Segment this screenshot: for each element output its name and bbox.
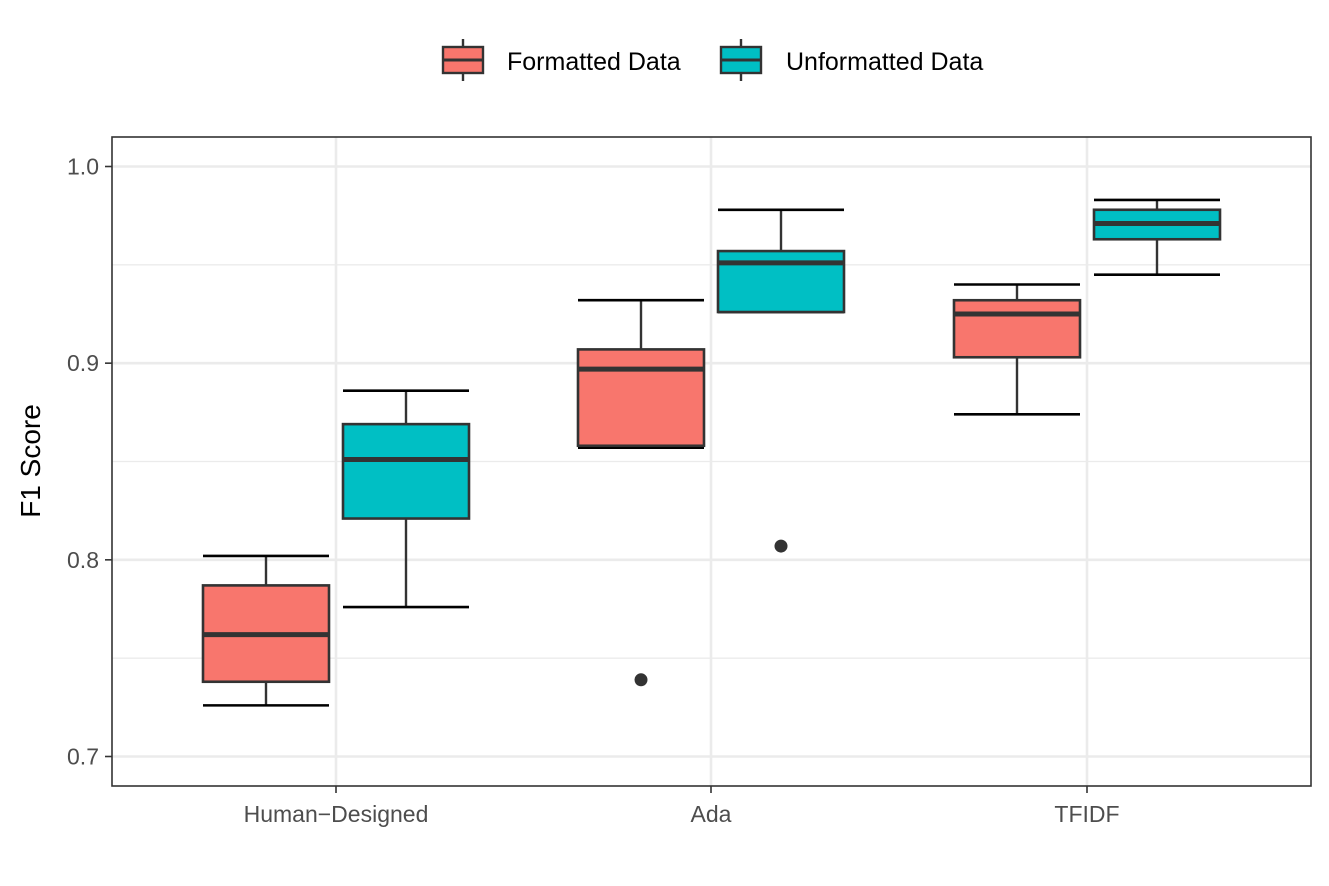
box-1-1: [716, 208, 846, 553]
y-axis-title-group: F1 Score: [15, 404, 46, 518]
box-1-2: [1092, 198, 1222, 276]
outlier-point: [774, 539, 788, 553]
x-tick-label: Human−Designed: [244, 801, 429, 827]
x-tick-label: Ada: [691, 801, 732, 827]
legend-label: Unformatted Data: [786, 48, 983, 76]
box-0-0: [201, 554, 331, 707]
legend: Formatted Data Unformatted Data: [441, 39, 983, 81]
outlier-point: [634, 673, 648, 687]
box-iqr: [341, 422, 471, 520]
box-0-1: [576, 298, 706, 687]
y-tick-label: 0.9: [67, 350, 99, 376]
box-0-2: [952, 283, 1082, 416]
box-iqr: [952, 298, 1082, 359]
y-axis-title: F1 Score: [15, 404, 46, 518]
y-tick-label: 0.8: [67, 547, 99, 573]
box-1-0: [341, 389, 471, 609]
legend-label: Formatted Data: [507, 48, 681, 76]
box-iqr: [576, 348, 706, 448]
y-tick-label: 1.0: [67, 154, 99, 180]
x-tick-label: TFIDF: [1054, 801, 1119, 827]
plot-panel: 0.7 0.8 0.9 1.0 Human−Designed Ada TFIDF: [67, 136, 1312, 827]
legend-item-1: Unformatted Data: [719, 39, 983, 81]
y-tick-label: 0.7: [67, 744, 99, 770]
box-iqr: [716, 249, 846, 314]
legend-item-0: Formatted Data: [441, 39, 681, 81]
